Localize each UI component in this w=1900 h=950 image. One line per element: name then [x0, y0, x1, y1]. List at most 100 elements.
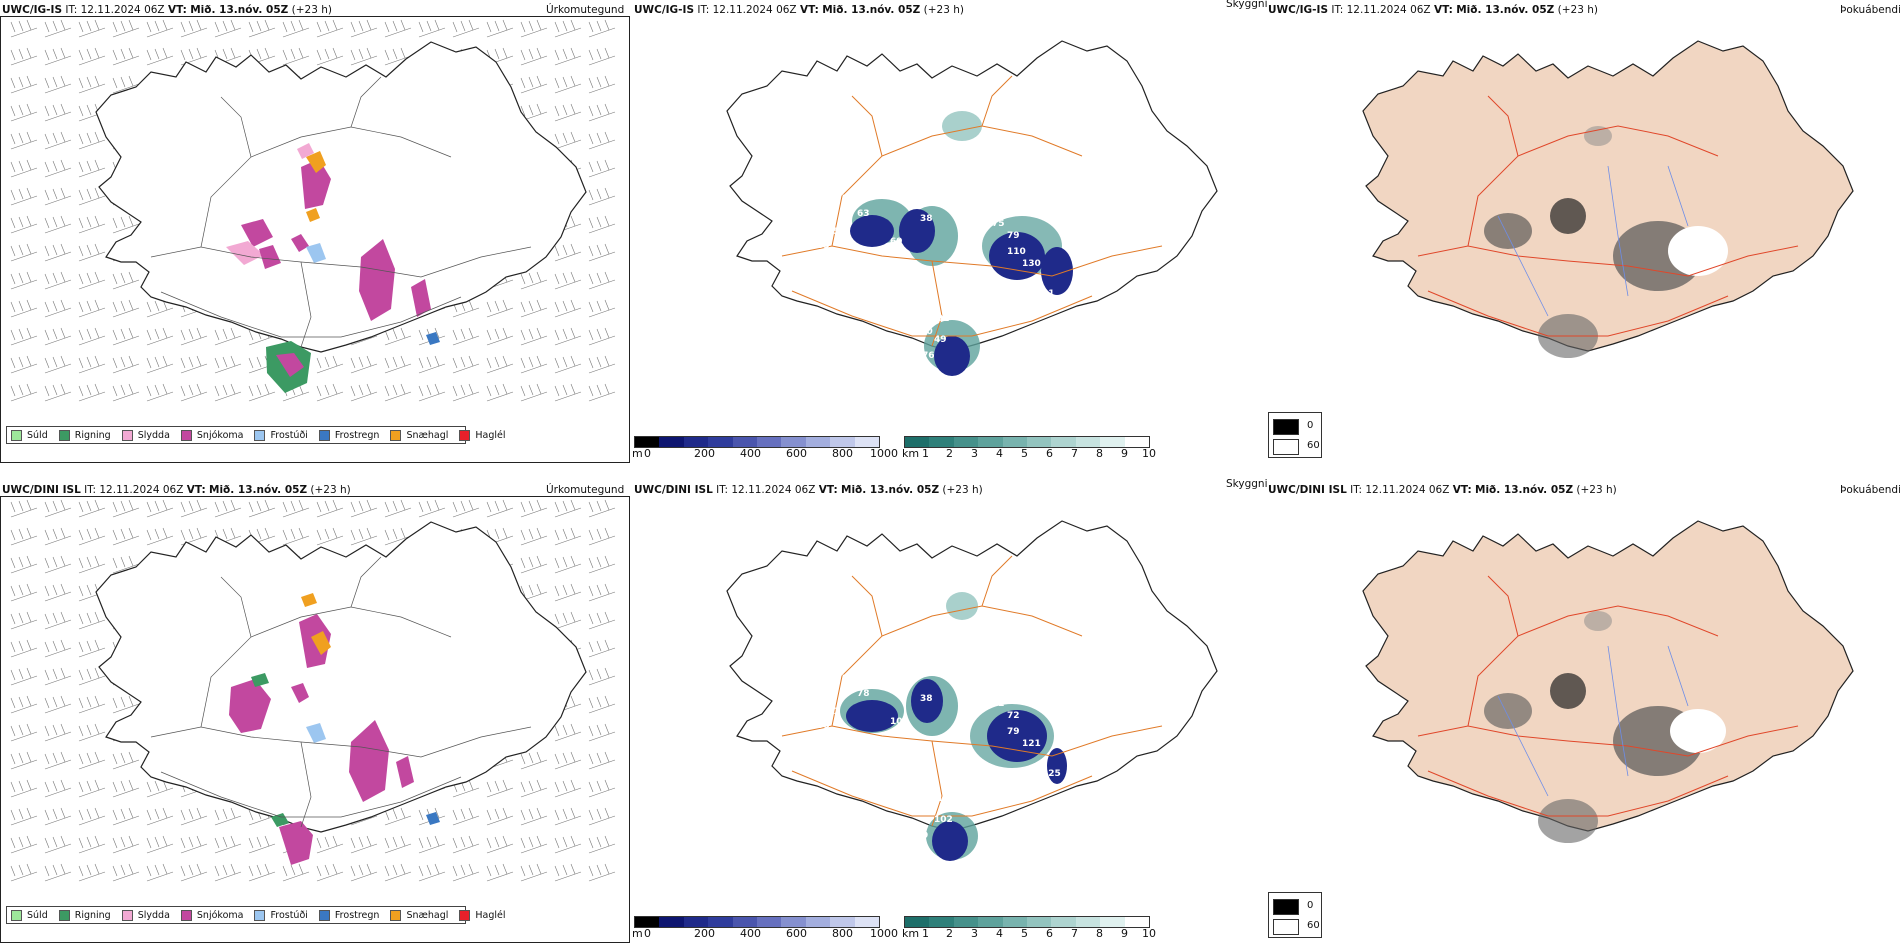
- wind-barb: [554, 555, 582, 574]
- visibility-value-label: 75: [992, 219, 1005, 229]
- vt-value: Mið. 13.nóv. 05Z: [1456, 4, 1555, 16]
- ceiling-ticks: m 0 200 400 600 800 1000: [632, 447, 898, 460]
- wind-barb: [10, 215, 38, 234]
- wind-barb: [588, 299, 616, 318]
- roads: [150, 76, 532, 348]
- wind-barb: [384, 355, 412, 374]
- wind-barb: [554, 583, 582, 602]
- wind-barb: [112, 271, 140, 290]
- wind-barb: [486, 807, 514, 826]
- wind-barb: [44, 527, 72, 546]
- panel-header: UWC/DINI ISL IT: 12.11.2024 06Z VT: Mið.…: [634, 484, 983, 496]
- wind-barb: [588, 47, 616, 66]
- ceiling-colorbar: [634, 916, 880, 928]
- panel-header: UWC/DINI ISL IT: 12.11.2024 06Z VT: Mið.…: [1268, 484, 1617, 496]
- wind-barb: [146, 327, 174, 346]
- visibility-colorbar: [904, 916, 1150, 928]
- fog-panel: UWC/DINI ISL IT: 12.11.2024 06Z VT: Mið.…: [1266, 480, 1900, 945]
- it-label: IT:: [697, 4, 710, 16]
- wind-barb: [316, 19, 344, 38]
- wind-barb: [10, 383, 38, 402]
- wind-barb: [588, 243, 616, 262]
- roads: [781, 555, 1163, 827]
- wind-barb: [112, 695, 140, 714]
- lead-time: (+23 h): [310, 484, 351, 496]
- wind-barb: [10, 103, 38, 122]
- wind-barb: [44, 271, 72, 290]
- wind-barb: [588, 863, 616, 882]
- wind-barb: [44, 751, 72, 770]
- precip-map: [10, 19, 616, 402]
- wind-barb: [180, 47, 208, 66]
- wind-barb: [554, 779, 582, 798]
- legend-item-snow: Snjókoma: [180, 429, 243, 441]
- wind-barb: [214, 383, 242, 402]
- wind-barb: [78, 159, 106, 178]
- wind-barb: [78, 611, 106, 630]
- precip-areas: [226, 143, 440, 393]
- visibility-value-label: 72: [972, 105, 985, 115]
- wind-barb: [452, 807, 480, 826]
- fog-panel: UWC/IG-IS IT: 12.11.2024 06Z VT: Mið. 13…: [1266, 0, 1900, 465]
- fog-legend: 0 60: [1268, 412, 1322, 458]
- wind-barb: [350, 527, 378, 546]
- it-value: 12.11.2024 06Z: [1346, 4, 1431, 16]
- lead-time: (+23 h): [1557, 4, 1598, 16]
- wind-barb: [316, 863, 344, 882]
- wind-barb: [520, 47, 548, 66]
- wind-barb: [588, 499, 616, 518]
- wind-barb: [44, 187, 72, 206]
- visibility-unit: km: [902, 447, 920, 460]
- legend-item-sleet: Slydda: [121, 429, 170, 441]
- fog-legend-dark: [1273, 899, 1299, 915]
- wind-barb: [350, 863, 378, 882]
- wind-barb: [44, 611, 72, 630]
- wind-barb: [520, 355, 548, 374]
- wind-barb: [180, 355, 208, 374]
- wind-barb: [44, 327, 72, 346]
- precip-legend: Súld Rigning Slydda Snjókoma Frostúði Fr…: [6, 906, 506, 924]
- wind-barb: [180, 383, 208, 402]
- wind-barb: [78, 327, 106, 346]
- wind-barb: [44, 75, 72, 94]
- wind-barb: [384, 807, 412, 826]
- fog-legend: 0 60: [1268, 892, 1322, 938]
- wind-barb: [452, 835, 480, 854]
- wind-barb: [10, 555, 38, 574]
- roads: [1417, 575, 1799, 817]
- wind-barb: [78, 639, 106, 658]
- visibility-value-label: 110: [1007, 247, 1026, 257]
- it-label: IT:: [84, 484, 97, 496]
- wind-barb: [10, 807, 38, 826]
- wind-barb: [486, 863, 514, 882]
- wind-barb: [10, 863, 38, 882]
- precip-legend: Súld Rigning Slydda Snjókoma Frostúði Fr…: [6, 426, 506, 444]
- wind-barb: [10, 19, 38, 38]
- wind-barb: [78, 527, 106, 546]
- wind-barb: [384, 383, 412, 402]
- wind-barb: [180, 863, 208, 882]
- wind-barb: [10, 667, 38, 686]
- wind-barb: [316, 499, 344, 518]
- wind-barb: [248, 383, 276, 402]
- vt-label: VT:: [799, 4, 819, 16]
- lead-time: (+23 h): [291, 4, 332, 16]
- visibility-value-label: 121: [1022, 739, 1041, 749]
- ceiling-unit: m: [632, 927, 643, 940]
- wind-barb: [78, 299, 106, 318]
- panel-title: Þokuábendi: [1840, 4, 1900, 16]
- vt-label: VT:: [1433, 4, 1453, 16]
- wind-barb: [418, 499, 446, 518]
- legend-item-snow-pellets: Snæhagl: [390, 429, 448, 441]
- wind-barb: [316, 47, 344, 66]
- precip-map: [10, 499, 616, 882]
- model-name: UWC/DINI ISL: [634, 484, 713, 496]
- wind-barb: [146, 355, 174, 374]
- wind-barb: [78, 215, 106, 234]
- wind-barb: [486, 299, 514, 318]
- wind-barb: [10, 47, 38, 66]
- legend-item-rain: Rigning: [58, 429, 111, 441]
- wind-barb: [588, 187, 616, 206]
- wind-barb: [588, 131, 616, 150]
- wind-barb: [588, 723, 616, 742]
